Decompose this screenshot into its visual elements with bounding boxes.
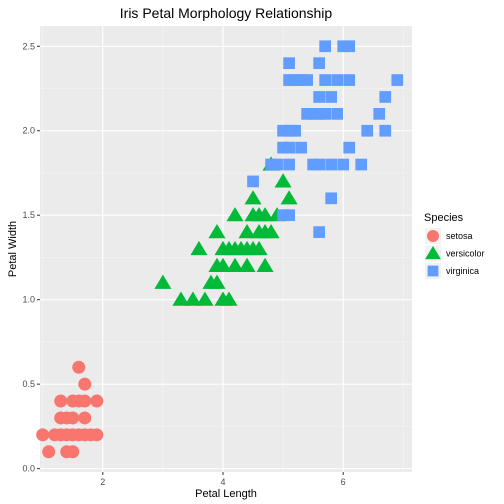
versicolor-point	[262, 223, 280, 239]
virginica-point	[265, 158, 277, 171]
versicolor-point	[256, 257, 274, 272]
versicolor-point	[238, 257, 256, 272]
versicolor-point	[280, 190, 298, 205]
versicolor-point	[226, 207, 244, 222]
y-tick-label: 1.0	[22, 295, 35, 305]
setosa-point	[90, 428, 104, 442]
versicolor-point	[172, 291, 190, 306]
virginica-point	[379, 124, 392, 137]
versicolor-point	[184, 291, 202, 306]
virginica-point	[283, 124, 295, 137]
versicolor-point	[154, 274, 172, 289]
virginica-point	[277, 141, 289, 154]
virginica-point	[391, 74, 404, 86]
virginica-point	[361, 124, 374, 137]
y-tick-label: 0.5	[22, 379, 35, 389]
virginica-point	[337, 40, 350, 53]
virginica-point	[301, 74, 313, 86]
chart-title: Iris Petal Morphology Relationship	[120, 5, 333, 21]
virginica-point	[307, 158, 319, 171]
versicolor-point	[214, 257, 232, 272]
virginica-point	[283, 141, 295, 154]
legend-label-versicolor: versicolor	[446, 249, 485, 259]
virginica-point	[337, 158, 350, 171]
virginica-point	[301, 107, 313, 120]
virginica-point	[313, 107, 326, 120]
virginica-point	[331, 107, 344, 120]
virginica-point	[373, 107, 386, 120]
legend-label-virginica: virginica	[446, 266, 479, 276]
y-axis-label: Petal Width	[7, 221, 19, 277]
y-tick-label: 0.0	[22, 464, 35, 474]
setosa-point	[72, 360, 86, 374]
legend: Species setosa versicolor virginica	[424, 212, 485, 279]
virginica-point	[319, 40, 332, 53]
x-tick-label: 4	[220, 477, 225, 487]
y-tick-label: 2.0	[22, 126, 35, 136]
virginica-point	[343, 141, 356, 154]
virginica-point	[307, 107, 319, 120]
virginica-point	[247, 175, 259, 188]
setosa-point	[90, 394, 104, 408]
virginica-point	[283, 209, 295, 222]
x-tick-label: 2	[100, 477, 105, 487]
virginica-point	[325, 91, 338, 103]
setosa-point	[36, 428, 50, 442]
virginica-point	[313, 91, 326, 103]
legend-key-setosa	[427, 230, 439, 242]
versicolor-point	[196, 291, 214, 306]
virginica-point	[319, 74, 332, 86]
virginica-point	[331, 74, 344, 86]
setosa-point	[42, 445, 56, 459]
y-tick-label: 1.5	[22, 210, 35, 220]
virginica-point	[271, 158, 283, 171]
versicolor-point	[226, 257, 244, 272]
legend-title: Species	[424, 212, 464, 224]
virginica-point	[343, 74, 356, 86]
virginica-point	[313, 57, 326, 70]
legend-key-versicolor	[425, 246, 441, 260]
versicolor-point	[220, 291, 238, 306]
virginica-point	[283, 158, 295, 171]
y-tick-label: 2.5	[22, 41, 35, 51]
versicolor-point	[256, 207, 274, 222]
virginica-point	[379, 91, 392, 103]
versicolor-point	[208, 274, 226, 289]
virginica-point	[355, 158, 368, 171]
setosa-point	[78, 394, 92, 408]
virginica-point	[325, 192, 338, 205]
virginica-point	[283, 74, 295, 86]
setosa-point	[78, 411, 92, 425]
x-axis-label: Petal Length	[195, 488, 257, 500]
versicolor-point	[250, 240, 268, 256]
virginica-point	[289, 74, 301, 86]
virginica-point	[313, 226, 326, 238]
virginica-point	[277, 209, 289, 222]
versicolor-point	[244, 190, 262, 205]
virginica-point	[289, 124, 301, 137]
virginica-point	[325, 158, 338, 171]
versicolor-point	[274, 173, 292, 188]
versicolor-point	[238, 223, 256, 239]
data-points	[36, 40, 404, 459]
virginica-point	[319, 107, 332, 120]
virginica-point	[295, 141, 307, 154]
virginica-point	[313, 158, 326, 171]
legend-label-setosa: setosa	[446, 231, 473, 241]
legend-items: setosa versicolor virginica	[425, 228, 485, 279]
virginica-point	[283, 57, 295, 70]
setosa-point	[66, 445, 80, 459]
setosa-point	[66, 411, 80, 425]
versicolor-point	[208, 223, 226, 239]
legend-key-virginica	[427, 265, 439, 277]
setosa-point	[54, 394, 68, 408]
setosa-point	[78, 377, 92, 391]
x-tick-label: 6	[341, 477, 346, 487]
versicolor-point	[190, 240, 208, 256]
virginica-point	[277, 124, 289, 137]
virginica-point	[343, 40, 356, 53]
virginica-point	[295, 74, 307, 86]
axis-ticks: 2 4 6 0.0 0.5 1.0 1.5 2.0 2.5	[22, 41, 345, 487]
